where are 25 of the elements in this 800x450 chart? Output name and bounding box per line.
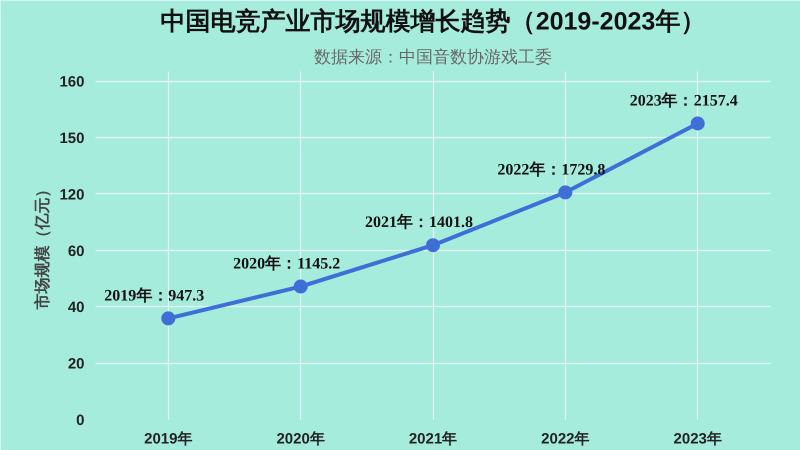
x-tick-label: 2021年 — [408, 430, 458, 448]
text: 20 — [68, 356, 85, 373]
x-tick-label: 2019年 — [144, 430, 192, 448]
data-label: 2021年：1401.8 — [365, 213, 473, 232]
text: 60 — [68, 242, 85, 260]
x-tick-label: 2022年 — [541, 430, 590, 448]
point — [161, 311, 176, 326]
point — [294, 280, 308, 294]
text: 40 — [68, 299, 85, 316]
y-axis-title: 市场规模（亿元） — [33, 182, 52, 310]
point — [426, 238, 440, 252]
chart-subtitle: 数据来源：中国音数协游戏工委 — [314, 48, 552, 66]
point — [558, 185, 572, 200]
text: 150 — [59, 130, 85, 148]
x-tick-label: 2023年 — [674, 430, 722, 448]
data-label: 2023年：2157.4 — [630, 91, 738, 110]
chart-title: 中国电竞产业市场规模增长趋势（2019-2023年） — [160, 8, 706, 36]
point — [690, 116, 705, 130]
x-tick-label: 2020年 — [276, 430, 325, 448]
text: 120 — [59, 186, 85, 204]
text: 0 — [76, 412, 84, 429]
data-label: 2022年：1729.8 — [497, 160, 606, 178]
text: 160 — [59, 74, 85, 91]
data-label: 2020年：1145.2 — [233, 254, 340, 273]
data-label: 2019年：947.3 — [104, 286, 204, 304]
